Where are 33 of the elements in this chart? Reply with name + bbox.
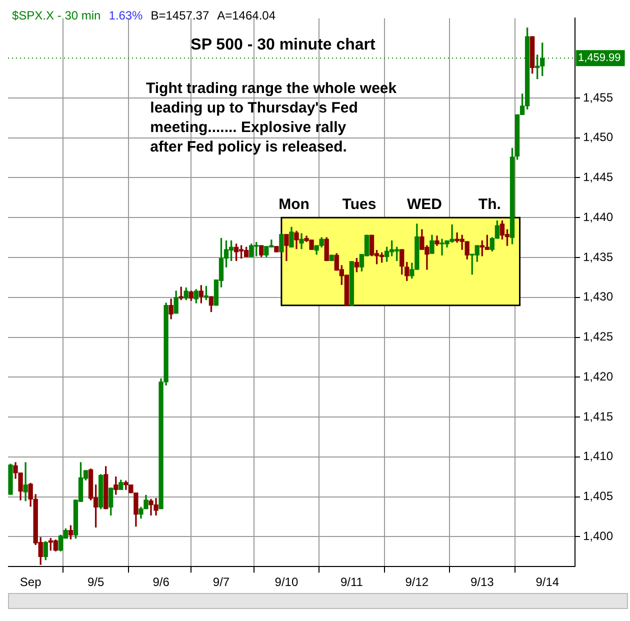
y-tick-label: 1,410 [582,449,614,464]
annotation: Tues [342,196,376,213]
y-tick-label: 1,420 [582,369,614,384]
x-tick-label: 9/5 [87,575,104,590]
x-tick-label: 9/6 [152,575,170,590]
x-tick-label: 9/12 [405,575,429,590]
annotation: Mon [278,196,310,213]
annotation: WED [406,196,442,213]
annotation: B=1457.37 [150,8,210,22]
y-tick-label: 1,440 [582,210,614,224]
text: SP 500 - 30 minute chart [190,36,376,54]
y-tick-label: 1,455 [582,90,614,104]
y-tick-label: 1,430 [582,290,614,304]
y-tick-label: 1,400 [582,529,614,543]
x-tick-label: 9/10 [274,575,298,590]
annotation: 1.63% [108,8,144,22]
annotation: $SPX.X - 30 min [12,8,101,22]
x-tick-label: 9/13 [470,575,494,590]
y-tick-label: 1,435 [582,250,614,264]
x-tick-label: 9/14 [536,575,560,590]
y-tick-label: 1,415 [582,409,614,424]
x-tick-label: 9/11 [340,575,364,590]
y-tick-label: 1,445 [582,170,614,184]
y-tick-label: 1,405 [582,489,614,504]
y-tick-label: 1,450 [582,130,614,144]
ref-line-label: 1,459.99 [578,52,621,64]
annotation: Th. [478,196,501,213]
candlestick [23,462,28,502]
annotation: A=1464.04 [217,8,276,22]
x-tick-label: 9/7 [212,575,230,590]
x-tick-label: Sep [20,575,42,590]
annotation: Tight trading range the whole week leading up to Thursday's Fed meeting....... Explosive rally after Fed policy is released. [146,80,398,156]
y-tick-label: 1,425 [582,330,614,344]
